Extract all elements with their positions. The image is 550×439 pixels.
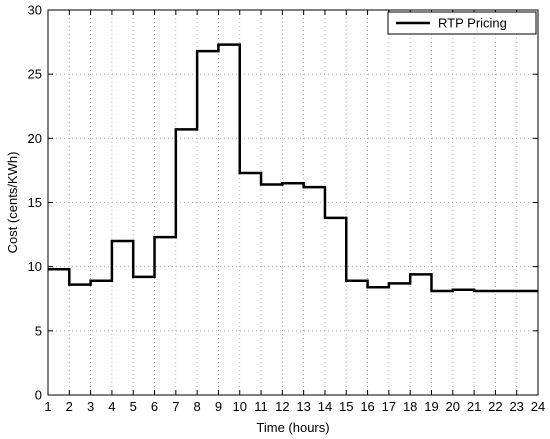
x-tick-label-10: 10 xyxy=(233,399,247,414)
x-tick-label-21: 21 xyxy=(467,399,481,414)
legend-entry-rtp-pricing: RTP Pricing xyxy=(438,16,507,31)
x-tick-label-12: 12 xyxy=(275,399,289,414)
x-tick-label-18: 18 xyxy=(403,399,417,414)
x-tick-labels: 1 2 3 4 5 6 7 8 9 10 11 12 13 14 15 16 17 18 19 20 21 22 23 24 xyxy=(44,399,545,414)
y-tick-label-15: 15 xyxy=(28,195,42,210)
x-tick-label-19: 19 xyxy=(424,399,438,414)
x-tick-label-5: 5 xyxy=(130,399,137,414)
y-tick-label-20: 20 xyxy=(28,131,42,146)
x-tick-label-22: 22 xyxy=(488,399,502,414)
x-tick-label-3: 3 xyxy=(87,399,94,414)
x-tick-label-20: 20 xyxy=(446,399,460,414)
x-tick-label-7: 7 xyxy=(172,399,179,414)
y-tick-label-30: 30 xyxy=(28,3,42,18)
y-tick-label-0: 0 xyxy=(35,388,42,403)
x-tick-label-13: 13 xyxy=(296,399,310,414)
y-tick-label-25: 25 xyxy=(28,67,42,82)
series-layer xyxy=(48,43,538,293)
x-tick-label-17: 17 xyxy=(382,399,396,414)
x-tick-label-14: 14 xyxy=(318,399,332,414)
x-tick-label-9: 9 xyxy=(215,399,222,414)
grid-lines xyxy=(48,10,538,395)
y-axis-label: Cost (cents/KWh) xyxy=(5,152,20,254)
legend-box xyxy=(387,11,537,35)
x-tick-label-1: 1 xyxy=(44,399,51,414)
x-tick-label-24: 24 xyxy=(531,399,545,414)
series-line-0 xyxy=(48,43,538,293)
y-tick-labels: 0 5 10 15 20 25 30 xyxy=(28,3,42,403)
x-tick-label-2: 2 xyxy=(66,399,73,414)
plot-area-frame xyxy=(47,9,539,396)
y-tick-label-5: 5 xyxy=(35,323,42,338)
x-tick-label-16: 16 xyxy=(360,399,374,414)
y-tick-label-10: 10 xyxy=(28,259,42,274)
x-tick-label-15: 15 xyxy=(339,399,353,414)
x-axis-label: Time (hours) xyxy=(256,420,329,435)
x-tick-label-8: 8 xyxy=(194,399,201,414)
x-tick-label-11: 11 xyxy=(254,399,268,414)
x-tick-label-4: 4 xyxy=(108,399,115,414)
x-tick-label-23: 23 xyxy=(509,399,523,414)
legend: RTP Pricing xyxy=(387,11,537,35)
x-tick-label-6: 6 xyxy=(151,399,158,414)
